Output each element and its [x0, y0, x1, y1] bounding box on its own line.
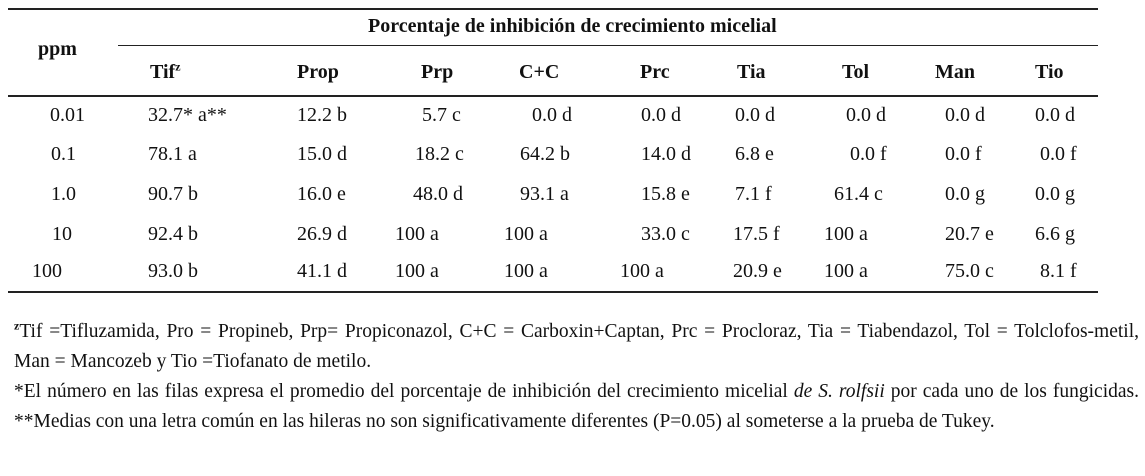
- row-ppm: 0.01: [50, 104, 85, 126]
- table-cell: 0.0 f: [945, 143, 982, 165]
- table-header-rule: [8, 95, 1098, 97]
- column-header-superscript: z: [175, 59, 181, 74]
- ppm-header: ppm: [38, 38, 77, 60]
- table-cell: 15.0 d: [297, 143, 347, 165]
- column-header: Tia: [737, 60, 766, 84]
- table-cell: 14.0 d: [641, 143, 691, 165]
- table-cell: 0.0 d: [735, 104, 775, 126]
- table-cell: 6.6 g: [1035, 223, 1075, 245]
- table-cell: 33.0 c: [641, 223, 690, 245]
- table-cell: 100 a: [395, 223, 439, 245]
- column-header-label: Prp: [421, 61, 454, 83]
- table-cell: 0.0 f: [850, 143, 887, 165]
- column-header: Tio: [1035, 60, 1064, 84]
- column-header-label: Prop: [297, 61, 339, 83]
- column-header: Tifz: [150, 60, 181, 84]
- row-ppm: 10: [52, 223, 72, 245]
- column-header-label: Man: [935, 61, 975, 83]
- row-ppm: 1.0: [51, 183, 76, 205]
- column-header-label: Tol: [842, 61, 870, 83]
- table-cell: 12.2 b: [297, 104, 347, 126]
- table-top-rule: [8, 8, 1098, 10]
- table-cell: 78.1 a: [148, 143, 197, 165]
- column-header-label: Tia: [737, 61, 766, 83]
- table-cell: 6.8 e: [735, 143, 774, 165]
- table-cell: 93.1 a: [520, 183, 569, 205]
- column-header: Prp: [421, 60, 453, 84]
- table-cell: 0.0 g: [945, 183, 985, 205]
- table-cell: 8.1 f: [1040, 260, 1077, 282]
- table-cell: 5.7 c: [422, 104, 461, 126]
- table-cell: 90.7 b: [148, 183, 198, 205]
- table-span-rule: [118, 45, 1098, 46]
- table-cell: 100 a: [620, 260, 664, 282]
- table-cell: 48.0 d: [413, 183, 463, 205]
- table-cell: 61.4 c: [834, 183, 883, 205]
- column-header: Man: [935, 60, 975, 84]
- table-cell: 0.0 d: [641, 104, 681, 126]
- footnotes: zTif =Tifluzamida, Pro = Propineb, Prp= …: [14, 317, 1139, 437]
- table-cell: 20.7 e: [945, 223, 994, 245]
- table-cell: 0.0 f: [1040, 143, 1077, 165]
- table-cell: 100 a: [395, 260, 439, 282]
- table-cell: 100 a: [504, 260, 548, 282]
- table-cell: 75.0 c: [945, 260, 994, 282]
- table-cell: 18.2 c: [415, 143, 464, 165]
- table-cell: 100 a: [824, 223, 868, 245]
- table-cell: 32.7* a**: [148, 104, 227, 126]
- footnote-abbreviations: zTif =Tifluzamida, Pro = Propineb, Prp= …: [14, 317, 1139, 377]
- column-header-label: Prc: [640, 61, 670, 83]
- column-header: Prc: [640, 60, 670, 84]
- table-cell: 16.0 e: [297, 183, 346, 205]
- table-cell: 0.0 d: [532, 104, 572, 126]
- table-cell: 93.0 b: [148, 260, 198, 282]
- footnote-abbreviations-text: Tif =Tifluzamida, Pro = Propineb, Prp= P…: [14, 321, 1139, 372]
- footnote-marker: z: [14, 318, 20, 333]
- table-cell: 0.0 d: [846, 104, 886, 126]
- footnote-explanation: *El número en las filas expresa el prome…: [14, 377, 1139, 437]
- footnote-species: de S. rolfsii: [793, 381, 885, 402]
- column-header-label: Tif: [150, 61, 176, 83]
- table-cell: 100 a: [504, 223, 548, 245]
- table-cell: 41.1 d: [297, 260, 347, 282]
- table-cell: 15.8 e: [641, 183, 690, 205]
- table-cell: 92.4 b: [148, 223, 198, 245]
- table-cell: 64.2 b: [520, 143, 570, 165]
- row-ppm: 0.1: [51, 143, 76, 165]
- table-cell: 17.5 f: [733, 223, 780, 245]
- column-header: Tol: [842, 60, 869, 84]
- table-cell: 0.0 g: [1035, 183, 1075, 205]
- footnote-explanation-text-a: *El número en las filas expresa el prome…: [14, 381, 794, 402]
- table-bottom-rule: [8, 291, 1098, 293]
- column-header: Prop: [297, 60, 339, 84]
- table-cell: 100 a: [824, 260, 868, 282]
- table-cell: 0.0 d: [1035, 104, 1075, 126]
- table-cell: 20.9 e: [733, 260, 782, 282]
- table-cell: 7.1 f: [735, 183, 772, 205]
- column-header-label: Tio: [1035, 61, 1064, 83]
- span-header: Porcentaje de inhibición de crecimiento …: [368, 15, 777, 37]
- table-cell: 0.0 d: [945, 104, 985, 126]
- table-cell: 26.9 d: [297, 223, 347, 245]
- column-header: C+C: [519, 60, 559, 84]
- column-header-label: C+C: [519, 61, 560, 83]
- footnote-explanation-text-b: por cada uno de los fungicidas. **Medias…: [14, 381, 1140, 432]
- row-ppm: 100: [32, 260, 62, 282]
